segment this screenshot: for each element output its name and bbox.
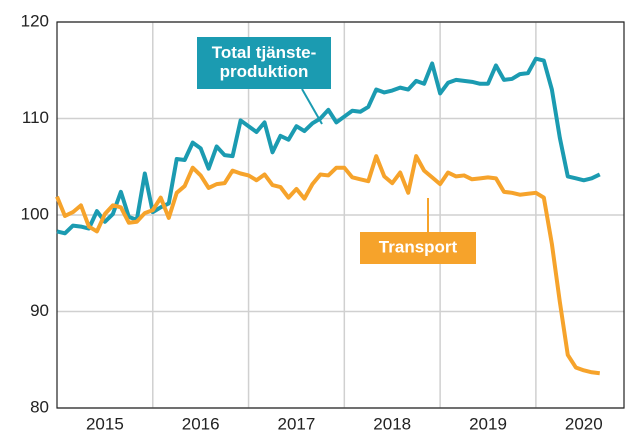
y-tick-label: 90 (30, 301, 49, 320)
y-tick-label: 110 (22, 108, 49, 127)
x-tick-label: 2020 (565, 414, 603, 433)
annotation-box (197, 37, 331, 89)
annotation-box (360, 232, 476, 264)
annotation: Total tjänste-produktion (197, 37, 331, 125)
x-tick-label: 2017 (278, 414, 316, 433)
y-tick-label: 120 (21, 11, 49, 30)
y-tick-label: 80 (30, 397, 49, 416)
annotation: Transport (360, 198, 476, 264)
annotation-text: Total tjänste- (212, 43, 317, 62)
annotation-text: produktion (220, 62, 309, 81)
x-tick-label: 2019 (469, 414, 507, 433)
x-tick-label: 2016 (182, 414, 220, 433)
x-tick-label: 2015 (86, 414, 124, 433)
series-line (56, 56, 601, 236)
series-line (55, 154, 601, 376)
x-tick-label: 2018 (373, 414, 411, 433)
annotation-text: Transport (379, 237, 458, 256)
y-tick-label: 100 (21, 204, 49, 223)
annotation-pointer (301, 88, 323, 125)
plot-frame (56, 21, 625, 409)
